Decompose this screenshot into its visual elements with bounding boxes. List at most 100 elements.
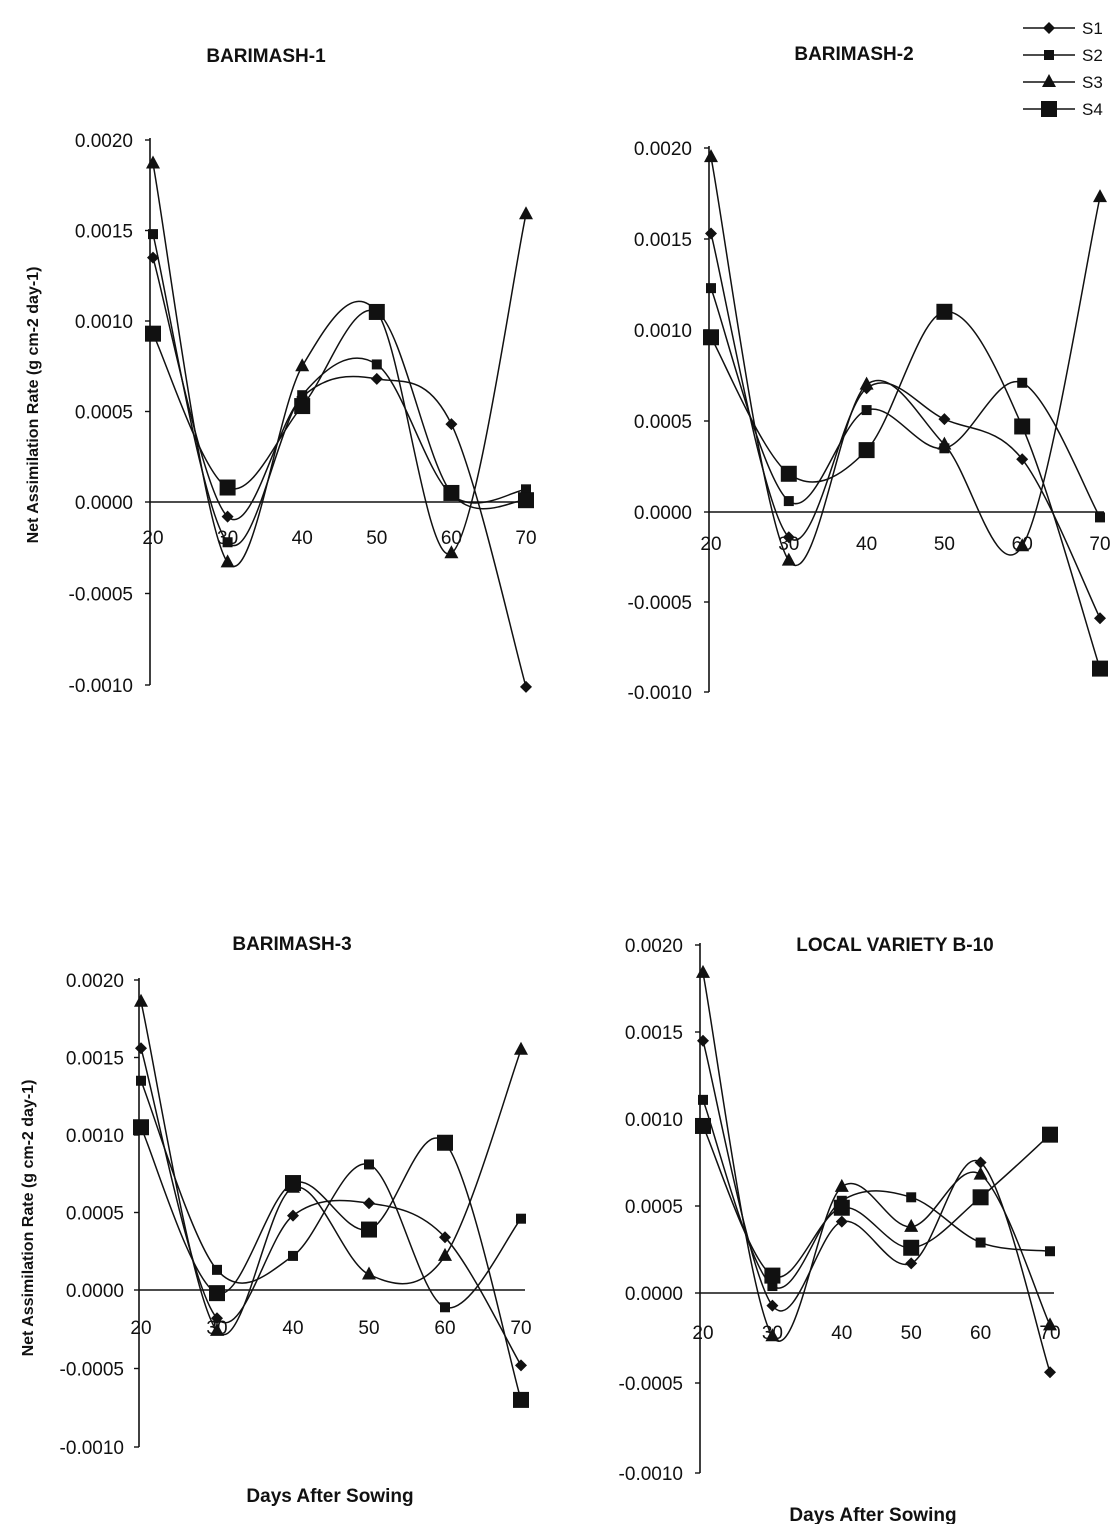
data-point-s1 (766, 1299, 779, 1312)
series-line-s3 (140, 1001, 522, 1336)
x-tick-label: 40 (292, 528, 313, 549)
chart-title: LOCAL VARIETY B-10 (796, 935, 993, 956)
data-point-s1 (370, 372, 383, 385)
data-point-s3 (444, 545, 459, 559)
data-point-s2 (1095, 512, 1105, 523)
data-point-s4 (437, 1134, 453, 1151)
legend-label: S2 (1082, 46, 1103, 65)
data-point-s4 (209, 1285, 225, 1302)
x-tick-label: 70 (510, 1318, 531, 1339)
data-point-s4 (936, 303, 953, 320)
y-tick-label: 0.0000 (75, 493, 133, 514)
x-axis-label: Days After Sowing (246, 1486, 413, 1507)
data-point-s1 (1044, 1366, 1056, 1379)
data-point-s4 (219, 479, 236, 496)
x-tick-label: 60 (970, 1323, 991, 1344)
legend-label: S1 (1082, 19, 1103, 38)
data-point-s2 (222, 537, 233, 548)
data-point-s1 (135, 1042, 147, 1055)
data-point-s4 (145, 325, 161, 342)
data-point-s2 (148, 229, 158, 240)
data-point-s2 (521, 484, 531, 495)
data-point-s2 (861, 405, 872, 416)
y-tick-label: 0.0015 (625, 1023, 683, 1044)
y-tick-label: -0.0005 (628, 593, 692, 614)
x-tick-label: 20 (700, 534, 721, 555)
data-point-s1 (905, 1257, 918, 1270)
data-point-s1 (520, 680, 532, 693)
data-point-s1 (1094, 612, 1106, 625)
data-point-s3 (514, 1041, 528, 1055)
data-point-s4 (1042, 1126, 1058, 1143)
data-point-s1 (287, 1209, 299, 1222)
y-tick-label: 0.0015 (634, 230, 692, 251)
y-tick-label: 0.0005 (66, 1204, 124, 1225)
y-tick-label: -0.0010 (628, 683, 692, 704)
x-tick-label: 20 (692, 1323, 713, 1344)
data-point-s4 (695, 1117, 711, 1134)
y-tick-label: 0.0020 (634, 139, 692, 160)
y-tick-label: 0.0010 (66, 1126, 124, 1147)
series-s3 (696, 964, 1057, 1342)
data-point-s3 (834, 1178, 849, 1192)
y-tick-label: -0.0010 (60, 1438, 124, 1459)
series-line-s2 (710, 287, 1101, 518)
data-point-s4 (1092, 660, 1108, 677)
series-line-s4 (140, 1126, 522, 1401)
x-tick-label: 20 (142, 528, 163, 549)
y-tick-label: -0.0005 (619, 1374, 683, 1395)
data-point-s4 (703, 329, 719, 346)
data-point-s2 (706, 283, 716, 294)
chart-panel-2: 0.0020 0.0015 0.0010 0.0005 0.0000 -0.0005 -0.… (628, 44, 1111, 704)
data-point-s2 (297, 390, 308, 401)
series-line-s3 (152, 163, 527, 567)
data-point-s2 (440, 1302, 450, 1313)
data-point-s1 (974, 1156, 987, 1169)
data-point-s4 (294, 398, 311, 415)
data-point-s3 (295, 358, 310, 372)
y-tick-label: 0.0020 (66, 971, 124, 992)
data-point-s4 (513, 1391, 529, 1408)
data-point-s3 (904, 1218, 919, 1232)
series-line-s4 (710, 311, 1101, 669)
data-point-s4 (285, 1175, 301, 1192)
data-point-s2 (1017, 377, 1028, 388)
y-tick-label: 0.0015 (75, 222, 133, 243)
x-tick-label: 50 (934, 534, 955, 555)
y-tick-label: 0.0005 (634, 412, 692, 433)
data-point-s2 (906, 1192, 917, 1203)
data-point-s4 (1014, 418, 1031, 435)
data-point-s4 (764, 1267, 781, 1284)
series-s2 (136, 1075, 526, 1313)
data-point-s1 (835, 1215, 848, 1228)
series-line-s3 (702, 972, 1051, 1342)
data-point-s3 (1043, 1317, 1057, 1331)
chart-panel-1: 0.0020 0.0015 0.0010 0.0005 0.0000 -0.0005 -0.… (25, 46, 537, 697)
data-point-s1 (782, 531, 795, 544)
y-tick-label: 0.0005 (625, 1197, 683, 1218)
series-line-s3 (710, 156, 1101, 566)
data-point-s2 (767, 1281, 778, 1292)
data-point-s3 (134, 993, 148, 1007)
data-point-s1 (439, 1231, 451, 1244)
data-point-s1 (211, 1312, 223, 1325)
y-tick-label: 0.0000 (625, 1284, 683, 1305)
legend-item-s1: S1 (1023, 19, 1103, 38)
series-s3 (134, 993, 528, 1336)
data-point-s4 (361, 1221, 377, 1238)
x-tick-label: 50 (358, 1318, 379, 1339)
legend: S1 S2 S3 S4 (1023, 19, 1103, 119)
data-point-s3 (973, 1166, 988, 1180)
legend-label: S4 (1082, 100, 1103, 119)
data-point-s1 (445, 418, 458, 431)
data-point-s1 (705, 227, 717, 240)
data-point-s2 (783, 496, 794, 507)
data-point-s4 (368, 303, 385, 320)
y-tick-label: -0.0005 (60, 1360, 124, 1381)
data-point-s2 (371, 359, 382, 370)
x-tick-label: 40 (856, 534, 877, 555)
x-axis-label: Days After Sowing (789, 1505, 956, 1524)
data-point-s2 (1045, 1246, 1055, 1257)
x-tick-label: 70 (1089, 534, 1110, 555)
data-point-s4 (133, 1119, 149, 1136)
